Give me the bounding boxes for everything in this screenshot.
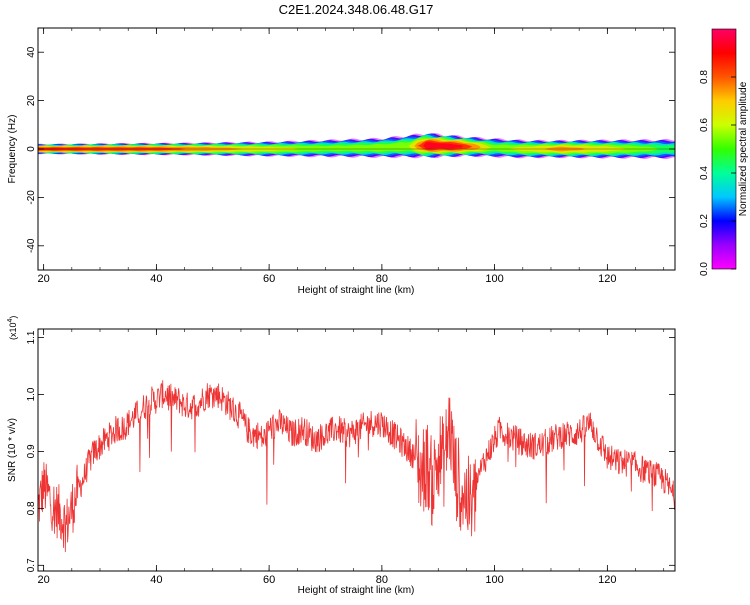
x-tick-label: 80 — [376, 273, 388, 285]
snr-series-line — [38, 380, 675, 553]
colorbar-ticks: 0.0 0.2 0.4 0.6 0.8 — [699, 70, 736, 276]
y-tick-label: 20 — [26, 95, 37, 107]
x-tick-label: 40 — [150, 273, 162, 285]
y-tick-label: -40 — [26, 238, 37, 253]
spectrogram-x-ticks: 20 40 60 80 100 120 — [38, 28, 665, 285]
colorbar-tick-label: 0.6 — [699, 118, 710, 132]
y-tick-label: 1.1 — [26, 330, 37, 344]
x-tick-label: 120 — [598, 574, 616, 586]
colorbar: 0.0 0.2 0.4 0.6 0.8 Normalized spectral ampl… — [699, 28, 749, 276]
page-title: C2E1.2024.348.06.48.G17 — [279, 2, 434, 17]
snr-y-ticks: 0.7 0.8 0.9 1.0 1.1 — [26, 330, 675, 572]
snr-x-label: Height of straight line (km) — [298, 585, 415, 596]
x-tick-label: 60 — [263, 574, 275, 586]
snr-panel: 20 40 60 80 100 120 0.7 0.8 0.9 1.0 1.1 Height of… — [7, 316, 676, 596]
y-tick-label: 0.9 — [26, 444, 37, 458]
snr-y-label: SNR (10 * v/v) — [7, 418, 18, 482]
x-tick-label: 40 — [150, 574, 162, 586]
y-tick-label: -20 — [26, 190, 37, 205]
spectrogram-panel: 20 40 60 80 100 120 -40 -20 0 20 40 Height of str… — [7, 27, 676, 296]
x-tick-label: 60 — [263, 273, 275, 285]
y-tick-label: 0.7 — [26, 558, 37, 572]
x-tick-label: 120 — [598, 273, 616, 285]
spectrogram-contour — [38, 140, 675, 151]
y-tick-label: 0.8 — [26, 501, 37, 515]
snr-frame — [37, 328, 676, 572]
spectrogram-band — [38, 133, 675, 160]
colorbar-tick-label: 0.0 — [699, 262, 710, 276]
snr-x-ticks: 20 40 60 80 100 120 — [38, 329, 665, 586]
x-tick-label: 80 — [376, 574, 388, 586]
y-tick-label: 1.0 — [26, 387, 37, 401]
y-tick-label: 0 — [26, 146, 37, 152]
y-tick-label: 40 — [26, 46, 37, 58]
snr-multiplier: (x104) — [7, 316, 18, 340]
colorbar-tick-label: 0.8 — [699, 70, 710, 84]
spectrogram-y-label: Frequency (Hz) — [7, 115, 18, 184]
spectrogram-y-ticks: -40 -20 0 20 40 — [26, 46, 675, 253]
x-tick-label: 100 — [485, 273, 503, 285]
x-tick-label: 20 — [38, 273, 50, 285]
colorbar-label: Normalized spectral amplitude — [738, 81, 749, 216]
x-tick-label: 20 — [38, 574, 50, 586]
spectrogram-x-label: Height of straight line (km) — [298, 285, 415, 296]
colorbar-tick-label: 0.4 — [699, 166, 710, 180]
x-tick-label: 100 — [485, 574, 503, 586]
colorbar-gradient — [711, 28, 737, 270]
colorbar-tick-label: 0.2 — [699, 214, 710, 228]
